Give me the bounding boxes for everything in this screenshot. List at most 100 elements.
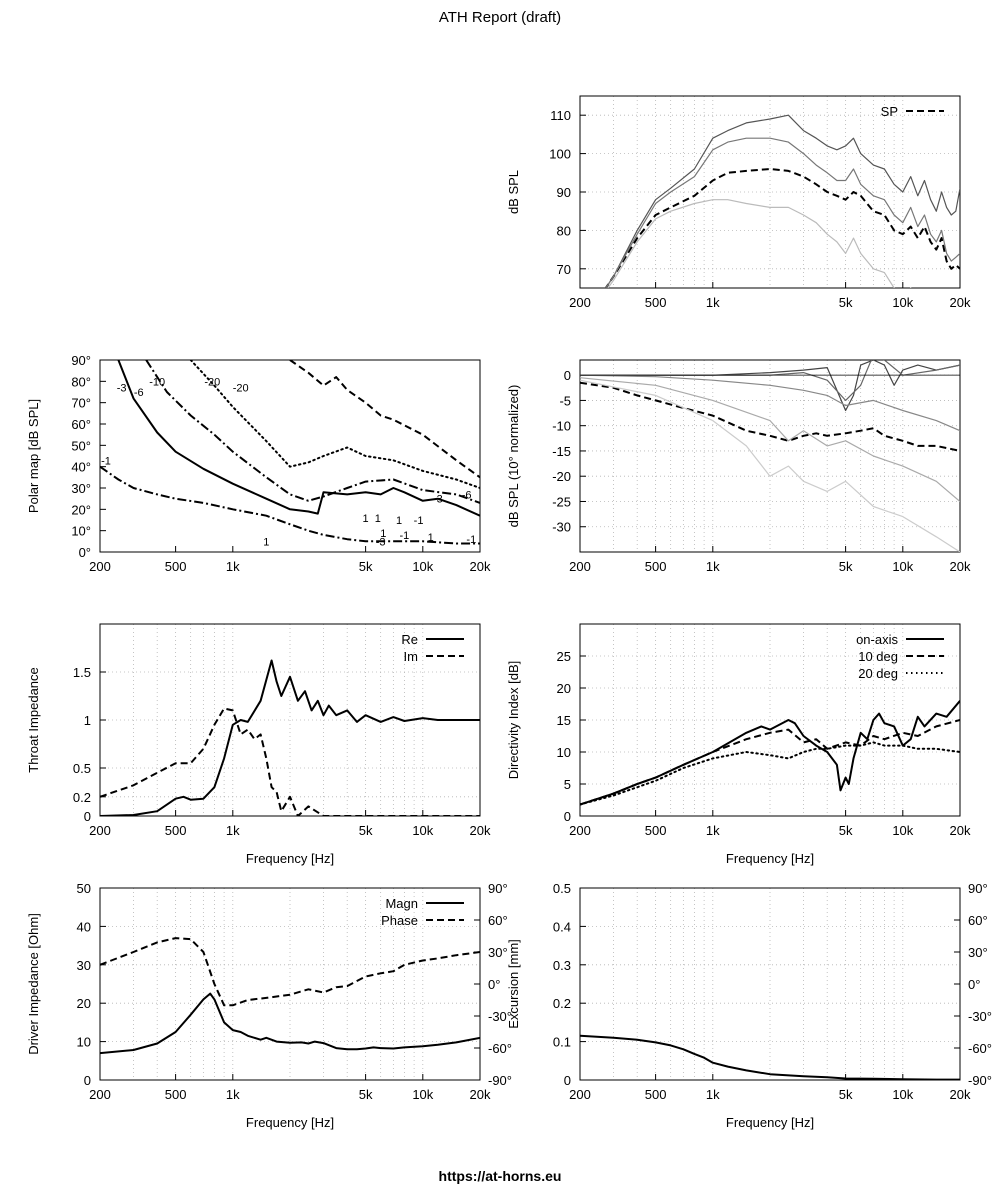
y2-tick-label: -90° — [488, 1073, 512, 1088]
y-tick-label: 50° — [71, 438, 91, 453]
polar-series-level-6 — [145, 360, 480, 504]
y-axis-label: dB SPL (10° normalized) — [506, 385, 521, 528]
y-tick-label: 60° — [71, 417, 91, 432]
x-tick-label: 1k — [226, 1087, 240, 1102]
y-tick-label: 0 — [564, 809, 571, 824]
y-tick-label: 10 — [557, 745, 571, 760]
legend-label: Re — [401, 632, 418, 647]
polar-series-group — [100, 360, 480, 545]
x-tick-label: 500 — [645, 559, 667, 574]
x-axis-label: Frequency [Hz] — [726, 851, 814, 866]
y-tick-label: -25 — [552, 494, 571, 509]
y-tick-label: 90° — [71, 353, 91, 368]
y2-tick-label: -90° — [968, 1073, 992, 1088]
contour-label: -3 — [376, 536, 386, 548]
y-tick-label: 0.5 — [553, 881, 571, 896]
x-tick-label: 5k — [839, 1087, 853, 1102]
contour-label: -1 — [400, 530, 410, 542]
y-tick-label: 25 — [557, 649, 571, 664]
y-tick-label: -30 — [552, 520, 571, 535]
x-axis-label: Frequency [Hz] — [246, 851, 334, 866]
x-tick-label: 200 — [569, 295, 591, 310]
x-tick-label: 1k — [226, 559, 240, 574]
y-axis-label: Throat Impedance — [26, 667, 41, 773]
x-tick-label: 500 — [645, 823, 667, 838]
spl-series-sp — [604, 168, 960, 288]
di-legend: on-axis 10 deg 20 deg — [856, 632, 944, 681]
x-tick-label: 10k — [412, 559, 433, 574]
di_norm-series-2 — [580, 360, 960, 401]
y-axis-label: Driver Impedance [Ohm] — [26, 913, 41, 1055]
spl-chart: 200 500 1k 5k 10k 20k 70 80 90 100 110 dB SPL SP — [506, 95, 971, 310]
y-axis-label: dB SPL — [506, 170, 521, 214]
x-tick-label: 5k — [839, 559, 853, 574]
polar-series-level-1 — [100, 465, 480, 545]
y2-tick-label: -60° — [488, 1041, 512, 1056]
x-tick-label: 5k — [839, 295, 853, 310]
x-tick-label: 200 — [569, 823, 591, 838]
x-tick-label: 20k — [470, 1087, 491, 1102]
y2-tick-label: 60° — [488, 913, 508, 928]
y-tick-label: 20 — [557, 681, 571, 696]
x-tick-label: 500 — [645, 1087, 667, 1102]
y-tick-label: 110 — [550, 108, 571, 123]
y-tick-label: 0 — [564, 368, 571, 383]
y-tick-label: 100 — [549, 147, 571, 162]
x-tick-label: 5k — [839, 823, 853, 838]
driver-series-phase — [100, 937, 480, 1007]
y-tick-label: 1 — [84, 713, 91, 728]
y2-tick-label: 0° — [968, 977, 980, 992]
x-tick-label: 500 — [165, 823, 187, 838]
polar-series-level-10 — [189, 360, 480, 489]
contour-label: 1 — [380, 528, 386, 540]
y-tick-label: 20 — [77, 996, 91, 1011]
y2-tick-label: 30° — [968, 945, 988, 960]
x-tick-label: 1k — [706, 295, 720, 310]
driver-grid — [99, 887, 481, 1081]
y-tick-label: 5 — [564, 777, 571, 792]
di_norm-series-0 — [580, 381, 960, 452]
throat-series-group — [100, 659, 480, 816]
y-tick-label: 30° — [71, 481, 91, 496]
y-tick-label: 0.5 — [73, 761, 91, 776]
x-tick-label: 1k — [706, 1087, 720, 1102]
y-tick-label: -20 — [552, 469, 571, 484]
legend-label: Im — [404, 649, 418, 664]
x-tick-label: 20k — [950, 823, 971, 838]
y-tick-label: 15 — [557, 713, 571, 728]
y-tick-label: 0.3 — [553, 958, 571, 973]
x-axis-label: Frequency [Hz] — [246, 1115, 334, 1130]
x-tick-label: 10k — [412, 1087, 433, 1102]
contour-label: -20 — [233, 383, 249, 395]
y-tick-label: 40° — [71, 460, 91, 475]
y2-tick-label: 60° — [968, 913, 988, 928]
di-grid — [579, 624, 961, 817]
x-tick-label: 20k — [470, 823, 491, 838]
contour-label: 1 — [428, 532, 434, 544]
y-tick-label: 0 — [84, 809, 91, 824]
throat-series-im — [100, 707, 480, 816]
x-tick-label: 5k — [359, 1087, 373, 1102]
contour-label: -1 — [414, 515, 424, 527]
x-tick-label: 5k — [359, 559, 373, 574]
y-tick-label: 50 — [77, 881, 91, 896]
y2-tick-label: 90° — [488, 881, 508, 896]
y-tick-label: 1.5 — [73, 665, 91, 680]
x-tick-label: 200 — [89, 559, 111, 574]
x-tick-label: 500 — [165, 1087, 187, 1102]
driver-series-magn — [100, 992, 480, 1055]
y-axis-label: Directivity Index [dB] — [506, 661, 521, 780]
y-tick-label: 70 — [557, 262, 571, 277]
x-tick-label: 200 — [89, 1087, 111, 1102]
y-tick-label: 90 — [557, 185, 571, 200]
legend-label: 10 deg — [858, 649, 898, 664]
x-tick-label: 5k — [359, 823, 373, 838]
contour-label: 1 — [363, 513, 369, 525]
polar-series-level-3 — [117, 360, 480, 517]
legend-label: SP — [881, 104, 898, 119]
legend-label: Phase — [381, 913, 418, 928]
footer-link[interactable]: https://at-horns.eu — [438, 1168, 562, 1184]
polar-chart: 200 500 1k 5k 10k 20k 0° 10° 20° 30° 40° 50° 60° 70° 8… — [26, 353, 491, 574]
y-tick-label: 0.2 — [73, 790, 91, 805]
